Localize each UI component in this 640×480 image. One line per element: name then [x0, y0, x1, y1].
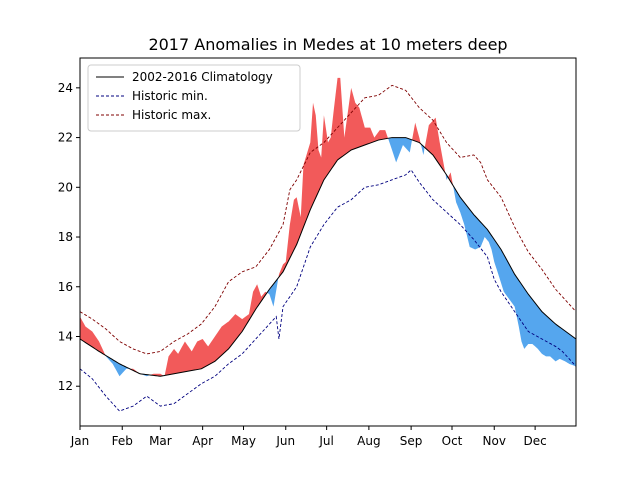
y-tick-label-14: 14	[58, 329, 73, 343]
anomaly-below-fill-13	[445, 173, 449, 180]
anomaly-above-fill-6	[164, 284, 268, 376]
x-tick-label-may: May	[231, 434, 256, 448]
anomaly-above-fill-12	[424, 117, 446, 174]
x-tick-label-aug: Aug	[357, 434, 380, 448]
anomaly-above-fill-10	[412, 122, 421, 145]
anomaly-fills	[80, 77, 576, 377]
legend: 2002-2016 Climatology Historic min. Histor…	[87, 64, 301, 132]
anomaly-below-fill-1	[105, 355, 130, 377]
series-lines	[79, 84, 577, 412]
x-tick-label-sep: Sep	[400, 434, 423, 448]
anomaly-below-fill-15	[453, 185, 576, 367]
x-tick-label-mar: Mar	[149, 434, 172, 448]
x-tick-label-dec: Dec	[524, 434, 547, 448]
legend-label-0: 2002-2016 Climatology	[132, 70, 273, 84]
anomaly-below-fill-9	[388, 137, 413, 163]
x-tick-label-feb: Feb	[112, 434, 133, 448]
y-tick-label-22: 22	[58, 131, 73, 145]
x-tick-label-oct: Oct	[442, 434, 463, 448]
anomaly-above-fill-14	[448, 172, 454, 186]
plot-area: Jan Feb Mar Apr May Jun Jul Aug Sep Oct Nov Dec 121…	[58, 57, 577, 448]
axes-frame	[79, 57, 577, 427]
climatology-line	[79, 137, 577, 377]
anomaly-above-fill-8	[278, 77, 389, 278]
x-tick-label-jan: Jan	[70, 434, 90, 448]
historic-min-line	[79, 169, 577, 412]
legend-label-1: Historic min.	[132, 89, 208, 103]
y-tick-label-16: 16	[58, 280, 73, 294]
y-tick-label-24: 24	[58, 81, 73, 95]
x-tick-label-nov: Nov	[483, 434, 506, 448]
x-tick-label-jul: Jul	[318, 434, 333, 448]
anomaly-below-fill-7	[267, 276, 279, 307]
anomaly-above-fill-0	[80, 316, 106, 356]
y-tick-label-20: 20	[58, 180, 73, 194]
x-tick-label-jun: Jun	[275, 434, 295, 448]
x-tick-label-apr: Apr	[192, 434, 213, 448]
legend-box	[87, 64, 301, 132]
chart-title: 2017 Anomalies in Medes at 10 meters dee…	[148, 35, 507, 54]
y-tick-label-18: 18	[58, 230, 73, 244]
y-tick-label-12: 12	[58, 379, 73, 393]
legend-label-2: Historic max.	[132, 108, 211, 122]
y-axis-ticks: 12 14 16 18 20 22 24	[58, 81, 80, 393]
anomaly-above-fill-4	[149, 373, 164, 377]
historic-max-line	[79, 84, 577, 355]
x-axis-ticks: Jan Feb Mar Apr May Jun Jul Aug Sep Oct Nov Dec	[70, 426, 547, 448]
